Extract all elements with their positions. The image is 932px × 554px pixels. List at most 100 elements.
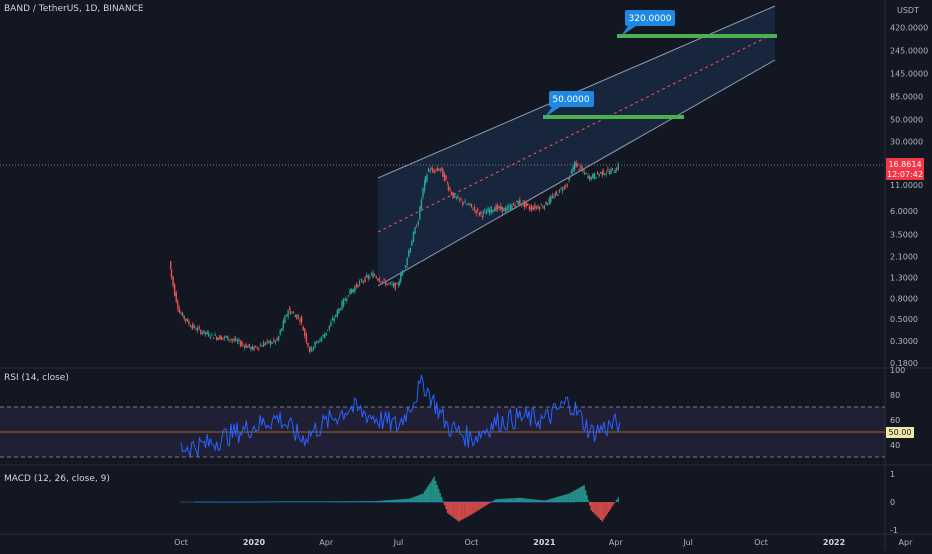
candle-body [530,206,532,210]
macd-bar [255,501,258,503]
price-axis-unit: USDT [897,6,919,15]
macd-bar [604,502,607,517]
macd-bar [231,501,234,503]
candle-body [264,343,266,345]
rsi-legend[interactable]: RSI (14, close) [4,373,69,383]
candle-body [588,175,591,180]
channel-median-line[interactable] [377,32,776,233]
candle-body [320,337,323,342]
rsi-axis[interactable]: 100 80 60 40 [890,366,905,450]
macd-axis[interactable]: 1 0 -1 [890,470,898,535]
macd-bar [498,499,500,502]
time-axis[interactable]: Oct2020AprJulOct2021AprJulOct2022AprJul [174,538,932,547]
candle-body [604,173,606,176]
callout-lower[interactable]: 50.0000 [545,91,594,117]
macd-bar [606,502,608,515]
channel-lower-line[interactable] [377,59,776,287]
macd-bar [479,502,482,509]
candle-body [411,241,413,247]
candle-body [370,273,373,275]
candle-body [577,163,579,166]
channel-fill[interactable] [378,6,775,286]
macd-bar [482,502,485,507]
target-line-lower[interactable] [543,115,684,119]
macd-bar [457,502,460,522]
macd-bar [461,502,463,520]
candle-body [493,208,496,212]
macd-bar [575,489,578,502]
symbol-legend[interactable]: BAND / TetherUS, 1D, BINANCE [4,4,144,14]
candle-body [420,199,423,210]
macd-bar [603,502,605,520]
rsi-series[interactable] [180,374,621,457]
macd-bar [563,494,566,502]
candle-body [572,166,574,172]
candle-body [250,347,252,350]
macd-bar [490,502,493,503]
rsi-tick-label: 80 [890,391,900,400]
macd-bar [189,501,192,503]
candle-body [613,172,615,173]
macd-bar [565,494,567,502]
macd-bar [470,502,473,515]
candle-body [216,336,218,340]
macd-bar [506,498,508,502]
macd-bar [456,502,458,521]
macd-bar [273,501,275,502]
macd-bar [592,502,594,512]
candle-body [519,199,521,205]
macd-bar [333,501,335,502]
last-price-badge: 16.8614 12:07:42 [886,158,924,180]
macd-bar [383,500,385,502]
time-tick-label: 2022 [823,538,845,547]
candle-body [408,251,410,257]
macd-bar [389,500,392,502]
macd-bar [469,502,471,516]
candle-body [578,169,581,171]
macd-bar [580,486,582,502]
macd-bar [599,502,602,520]
candle-body [400,273,402,282]
candle-body [527,203,529,206]
macd-bar [462,502,465,519]
macd-bar [337,501,340,502]
callout-upper[interactable]: 320.0000 [621,10,675,36]
macd-bar [342,501,345,502]
macd-bar [293,501,296,502]
macd-bar [381,500,384,502]
candle-body [346,298,348,301]
macd-bar [241,501,243,503]
candle-body [191,326,193,329]
candle-body [291,312,293,314]
macd-bar [598,502,600,519]
macd-bar [361,501,363,502]
candle-body [401,271,404,276]
candle-body [611,167,614,169]
macd-bar [341,501,343,502]
macd-histogram[interactable] [180,476,620,522]
price-axis[interactable]: 420.0000 245.0000 145.0000 85.0000 50.0000 30… [890,23,928,368]
candle-body [317,342,319,344]
candle-body [186,319,189,322]
candle-body [296,314,298,319]
macd-bar [522,498,524,502]
macd-bar [574,490,576,502]
candle-body [566,184,569,186]
target-line-upper[interactable] [617,34,777,38]
macd-legend[interactable]: MACD (12, 26, close, 9) [4,474,110,484]
candle-body [344,299,346,301]
macd-bar [205,501,207,503]
candle-body [254,345,257,347]
candle-series[interactable] [169,160,619,354]
macd-bar [242,501,245,503]
macd-bar [181,501,184,503]
candle-body [617,163,619,170]
macd-bar [287,501,289,502]
macd-bar [433,476,435,502]
candle-body [336,310,339,317]
rsi-tick-label: 40 [890,441,900,450]
macd-bar [400,499,403,502]
macd-bar [416,495,418,502]
